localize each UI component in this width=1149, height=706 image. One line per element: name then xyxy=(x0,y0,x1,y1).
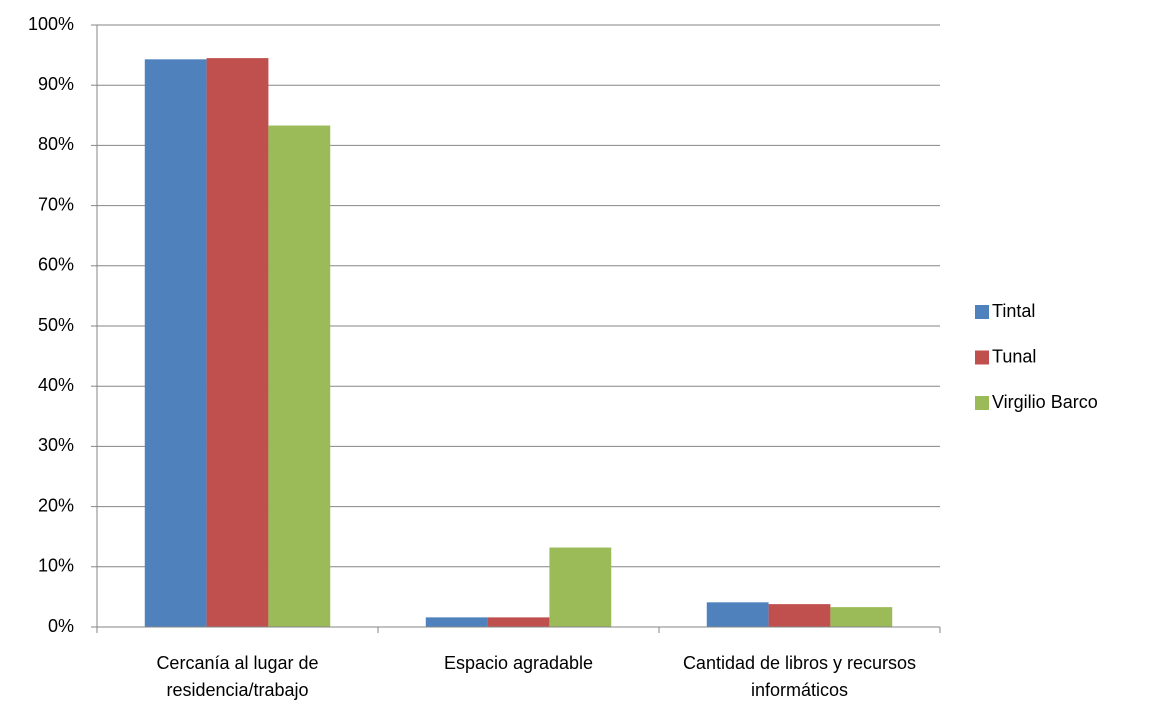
bar xyxy=(206,58,269,628)
bar xyxy=(487,617,550,627)
legend-label: Virgilio Barco xyxy=(992,392,1098,412)
x-tick-label: Cantidad de libros y recursos informátic… xyxy=(682,653,917,700)
y-tick-label: 90% xyxy=(38,74,74,94)
legend-label: Tintal xyxy=(992,301,1035,321)
legend-label: Tunal xyxy=(992,346,1036,366)
y-tick-label: 40% xyxy=(38,375,74,395)
bar xyxy=(706,602,769,627)
y-tick-label: 60% xyxy=(38,255,74,275)
y-tick-label: 100% xyxy=(28,14,74,34)
legend-swatch xyxy=(975,350,989,365)
y-tick-label: 20% xyxy=(38,495,74,515)
bar xyxy=(425,617,488,627)
x-tick-label: Cercanía al lugar de residencia/trabajo xyxy=(156,653,319,700)
legend-swatch xyxy=(975,305,989,319)
y-tick-label: 10% xyxy=(38,556,74,576)
bar xyxy=(144,59,207,627)
x-tick-label: Espacio agradable xyxy=(443,653,594,673)
bar xyxy=(768,604,831,627)
bar xyxy=(268,125,331,627)
bar xyxy=(549,547,612,627)
y-tick-label: 70% xyxy=(38,194,74,214)
y-tick-label: 0% xyxy=(48,616,74,636)
y-tick-label: 80% xyxy=(38,134,74,154)
y-tick-label: 30% xyxy=(38,435,74,455)
y-tick-label: 50% xyxy=(38,315,74,335)
legend-swatch xyxy=(975,396,989,410)
bar xyxy=(830,607,893,627)
